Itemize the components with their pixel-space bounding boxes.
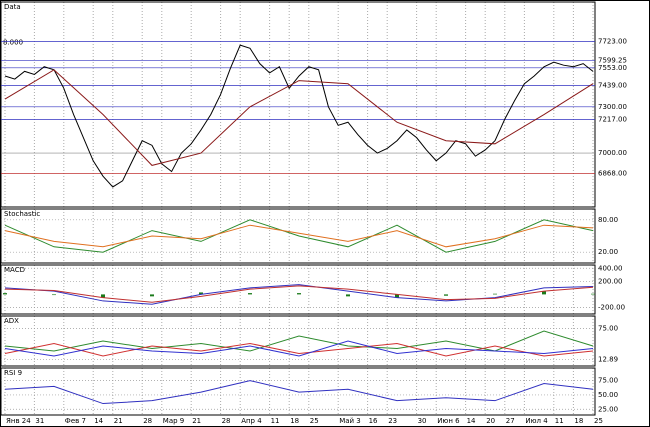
y-tick-label: 20.00 [598,248,618,256]
date-label: 27 [506,417,515,425]
date-label: Апр 4 [241,417,262,425]
histogram-bar [199,292,203,295]
series-line [4,219,594,253]
date-label: 16 [369,417,378,425]
date-label: 23 [388,417,397,425]
y-tick-label: 25.00 [598,405,618,413]
date-label: Май 3 [339,417,361,425]
histogram-bar [101,294,105,298]
y-tick-label: 7217.00 [598,116,627,124]
y-tick-label: 6868.00 [598,169,627,177]
date-label: Июн 6 [437,417,460,425]
y-tick-label: 50.00 [598,391,618,399]
y-tick-label: 7723.00 [598,38,627,46]
histogram-bar [297,293,301,295]
y-tick-label: 80.00 [598,216,618,224]
panel-title: MACD [4,266,25,274]
date-label: 14 [467,417,476,425]
date-label: Янв 24 [6,417,31,425]
histogram-bar [395,294,399,298]
series-line [4,380,594,405]
histogram-bar [444,294,448,296]
date-label: 30 [418,417,427,425]
date-label: 18 [290,417,299,425]
y-tick-label: -200.00 [598,303,625,311]
date-label: Июл 4 [525,417,548,425]
date-label: 18 [574,417,583,425]
date-label: Фев 7 [65,417,86,425]
date-label: 11 [271,417,280,425]
panel-title: Stochastic [4,210,40,218]
histogram-bar [346,294,350,297]
series-line [4,284,594,305]
date-label: 25 [594,417,603,425]
date-label: 20 [486,417,495,425]
histogram-bar [493,293,497,295]
histogram-bar [542,291,546,295]
date-label: 25 [310,417,319,425]
panel-title: Data [4,3,21,11]
y-tick-label: 75.00 [598,377,618,385]
y-tick-label: 75.00 [598,325,618,333]
date-label: 11 [555,417,564,425]
y-tick-label: 7439.00 [598,81,627,89]
y-tick-label: 7000.00 [598,149,627,157]
y-tick-label: 7553.00 [598,64,627,72]
series-line [4,340,594,357]
histogram-bar [52,294,56,296]
y-tick-label: 12.89 [598,356,618,364]
date-label: 31 [35,417,44,425]
histogram-bar [591,293,595,295]
y-tick-label: 7599.25 [598,57,627,65]
panel-title: RSI 9 [4,369,22,377]
date-label: 14 [94,417,103,425]
histogram-bar [3,293,7,295]
y-tick-label: 7300.00 [598,103,627,111]
series-line [4,69,594,166]
series-line [4,224,594,248]
series-line [4,44,594,188]
date-label: 28 [222,417,231,425]
date-label: Мар 9 [163,417,184,425]
date-label: 21 [192,417,201,425]
date-label: 28 [143,417,152,425]
annotation: 8.000 [3,39,23,47]
histogram-bar [248,293,252,295]
y-tick-label: 200.00 [598,277,623,285]
series-line [4,342,594,357]
date-label: 21 [114,417,123,425]
y-tick-label: 400.00 [598,264,623,272]
histogram-bar [150,294,154,297]
series-line [4,285,594,303]
panel-title: ADX [4,317,19,325]
